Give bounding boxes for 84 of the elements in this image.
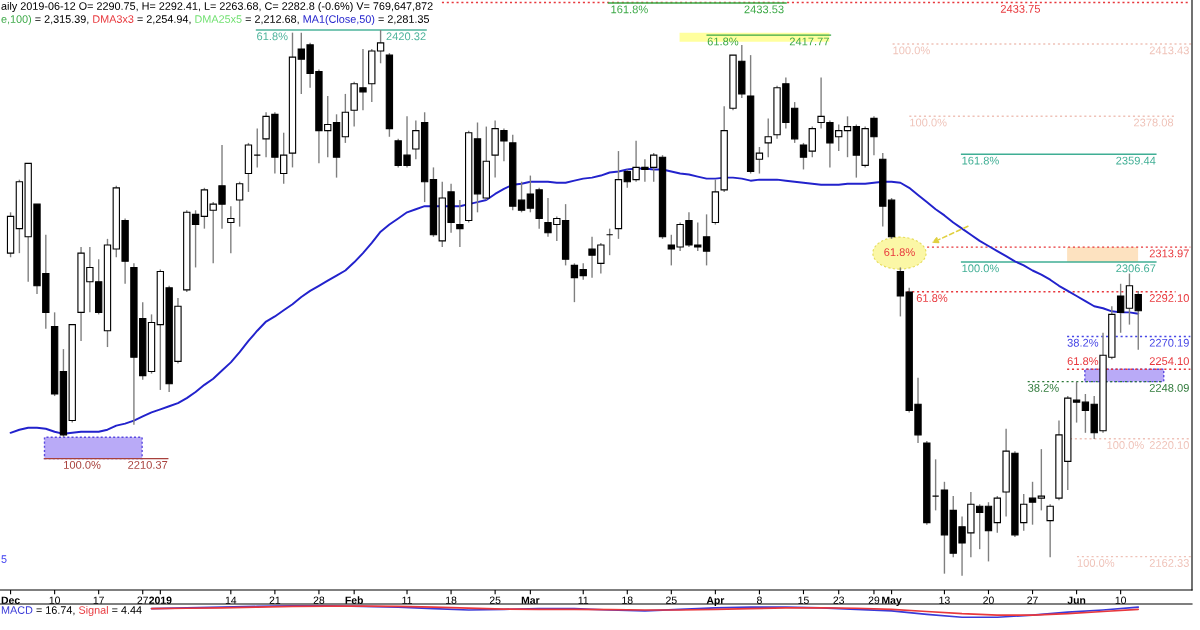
text: Signal [78,605,108,617]
text: MA1(Close,50) [303,14,375,26]
candlestick [755,146,764,175]
candlestick [808,125,816,158]
x-tick-label: 8 [756,596,762,604]
ref-line-label: 2210.37 [128,460,168,469]
x-tick-label: May [882,596,902,606]
chart-title: aily 2019-06-12 O= 2290.75, H= 2292.41, L= 2263.68, C= 2282.8 (-0.6%) V= 769,647,872 [1,1,433,13]
annotation: 100.0% [1077,559,1115,567]
ref-line-label: 2162.33 [1149,559,1189,567]
annotation: 161.8% [611,5,648,14]
annotation: 100.0% [962,264,999,273]
ref-line-label: 2413.43 [1149,46,1189,55]
x-tick-label: Apr [706,596,725,606]
x-tick-label: 11 [578,596,589,604]
ref-line-label: 2313.97 [1149,249,1189,258]
x-tick-label: 25 [666,596,677,604]
x-tick-label: 27 [137,596,148,604]
ref-line-label: 2378.08 [1134,118,1174,127]
annotation: = 2,212.68, [245,15,299,25]
annotation: = 4.44 [112,606,142,614]
candlestick [764,117,772,158]
ref-line-label: 2254.10 [1149,357,1189,366]
ref-line-label: 2420.32 [386,32,426,41]
ref-line-label: 2433.53 [744,5,784,14]
text: MACD [1,606,33,614]
annotation: = 2,281.35 [378,15,430,25]
x-tick-label: Feb [345,596,363,604]
ref-line-label: 2359.44 [1116,156,1156,165]
x-tick-label: 28 [313,596,325,604]
annotation: 61.8% [1067,357,1099,366]
x-tick-label: 20 [983,596,994,604]
annotation: 100.0% [1107,441,1144,449]
annotation: 61.8% [916,294,948,302]
annotation: 61.8% [257,32,288,41]
x-tick-label: 27 [1027,596,1038,604]
x-tick-label: 23 [833,596,845,604]
annotation: = 16.74, [36,606,75,616]
x-tick-label: 29 [868,596,880,604]
ref-line-label: 2292.10 [1149,294,1189,302]
annotation: DMA3x3 [93,15,134,23]
ref-line-label: 2433.75 [1000,4,1041,13]
annotation: 100.0% [910,118,947,127]
ref-line-label: 2417.77 [789,37,829,46]
x-tick-label: 10 [49,596,61,604]
candlestick [1116,283,1125,334]
candlestick [227,205,235,254]
annotation: 61.8% [884,248,915,257]
x-tick-label: 2019 [149,596,172,604]
candlestick [1028,481,1037,526]
annotation: 100.0% [64,460,101,469]
annotation: 38.2% [1028,383,1059,392]
ref-line-label: 2220.10 [1149,441,1189,449]
x-tick-label: 15 [798,596,809,604]
ref-line-label: 2270.19 [1149,338,1189,347]
ref-line-label: 2306.67 [1116,264,1156,273]
x-tick-label: 25 [489,596,501,604]
candlestick [1046,503,1054,559]
x-tick-label: Mar [521,596,540,604]
x-tick-label: 11 [402,596,412,604]
annotation: 61.8% [707,37,739,46]
annotation: 100.0% [893,46,930,55]
candlestick [456,199,464,248]
candlestick [843,115,852,158]
annotation: = 2,315.39, [35,15,89,25]
x-tick-label: 21 [269,596,281,604]
candlestick [799,142,808,171]
annotation: e,100) [1,14,32,26]
x-tick-label: 18 [622,596,633,604]
x-tick-label: Jun [1067,596,1086,604]
x-tick-label: 14 [225,596,237,604]
annotation: = 2,254.94, [137,15,191,25]
x-tick-label: 18 [446,596,457,604]
ref-line-label: 2248.09 [1149,383,1189,392]
x-tick-label: 17 [93,596,104,604]
annotation: 38.2% [1067,338,1099,347]
annotation: 5 [1,555,7,563]
x-tick-label: Dec [1,596,20,604]
candlestick [1037,448,1046,512]
x-tick-label: 10 [1115,596,1127,604]
x-tick-label: 13 [939,596,950,604]
annotation: 161.8% [962,156,999,165]
annotation: DMA25x5 [195,15,242,23]
candlestick [235,181,244,228]
